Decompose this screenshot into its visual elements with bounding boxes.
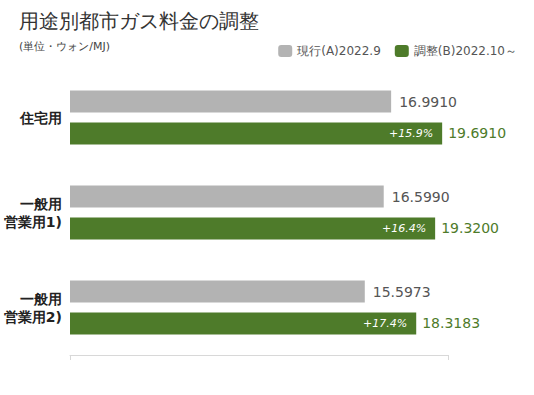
svg-text:営業用1): 営業用1) [4,214,62,230]
svg-text:16.5990: 16.5990 [392,189,450,205]
svg-text:(単位・ウォン/MJ): (単位・ウォン/MJ) [19,40,110,53]
svg-text:一般用: 一般用 [20,291,62,307]
svg-text:19.3200: 19.3200 [441,220,499,236]
svg-text:18.3183: 18.3183 [422,315,480,331]
svg-text:調整(B)2022.10～: 調整(B)2022.10～ [414,44,517,58]
svg-text:+17.4%: +17.4% [363,317,407,330]
svg-text:+16.4%: +16.4% [382,222,426,235]
svg-text:用途別都市ガス料金の調整: 用途別都市ガス料金の調整 [19,9,259,33]
svg-text:一般用: 一般用 [20,196,62,212]
svg-text:営業用2): 営業用2) [4,309,62,325]
svg-text:+15.9%: +15.9% [389,127,433,140]
svg-text:15.5973: 15.5973 [373,284,431,300]
svg-text:住宅用: 住宅用 [19,110,62,126]
svg-text:19.6910: 19.6910 [448,125,506,141]
svg-text:16.9910: 16.9910 [399,94,457,110]
svg-text:現行(A)2022.9: 現行(A)2022.9 [297,44,381,58]
